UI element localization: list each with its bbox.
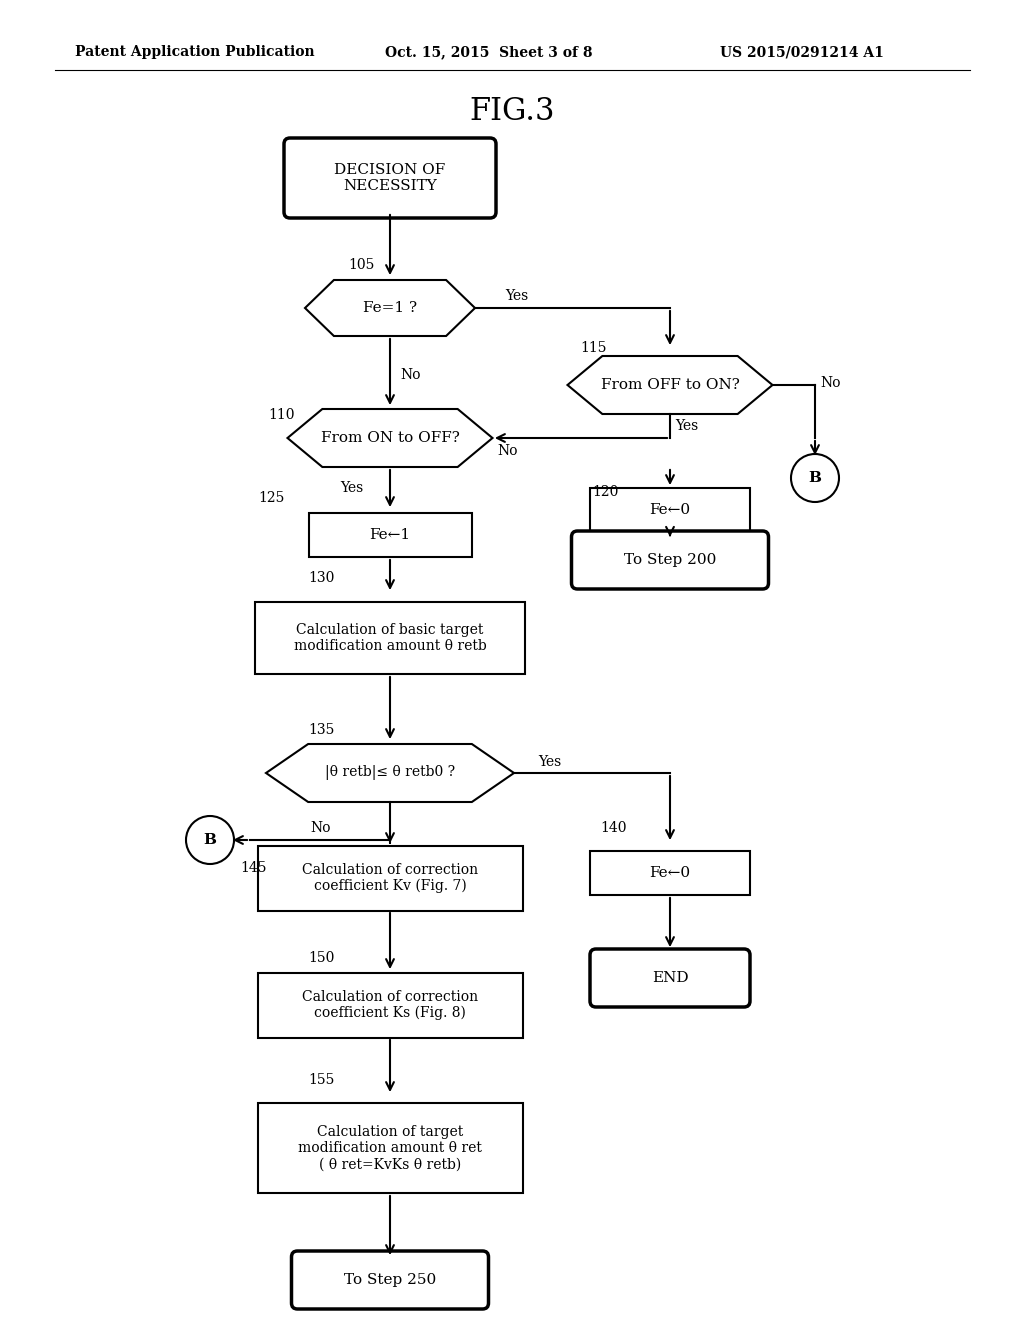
Text: Calculation of correction
coefficient Ks (Fig. 8): Calculation of correction coefficient Ks… bbox=[302, 990, 478, 1020]
Circle shape bbox=[186, 816, 234, 865]
Text: 155: 155 bbox=[308, 1073, 335, 1086]
Text: No: No bbox=[310, 821, 331, 836]
Text: B: B bbox=[204, 833, 216, 847]
Text: DECISION OF
NECESSITY: DECISION OF NECESSITY bbox=[335, 162, 445, 193]
Text: 105: 105 bbox=[348, 257, 375, 272]
FancyBboxPatch shape bbox=[571, 531, 768, 589]
Polygon shape bbox=[305, 280, 475, 337]
Text: B: B bbox=[809, 471, 821, 484]
Text: 125: 125 bbox=[258, 491, 285, 506]
Text: 140: 140 bbox=[600, 821, 627, 836]
FancyBboxPatch shape bbox=[590, 949, 750, 1007]
Text: Calculation of basic target
modification amount θ retb: Calculation of basic target modification… bbox=[294, 623, 486, 653]
Text: 145: 145 bbox=[240, 861, 266, 875]
Bar bbox=[255, 602, 525, 675]
Text: Yes: Yes bbox=[505, 289, 528, 304]
Text: Yes: Yes bbox=[538, 755, 561, 770]
Text: Fe←0: Fe←0 bbox=[649, 866, 690, 880]
Text: From ON to OFF?: From ON to OFF? bbox=[321, 432, 460, 445]
Polygon shape bbox=[266, 744, 514, 803]
Text: US 2015/0291214 A1: US 2015/0291214 A1 bbox=[720, 45, 884, 59]
Text: Fe←1: Fe←1 bbox=[370, 528, 411, 543]
Text: No: No bbox=[497, 444, 517, 458]
Text: From OFF to ON?: From OFF to ON? bbox=[600, 378, 739, 392]
Text: 120: 120 bbox=[592, 484, 618, 499]
Text: No: No bbox=[820, 376, 841, 389]
Bar bbox=[308, 513, 471, 557]
Text: 150: 150 bbox=[308, 950, 335, 965]
Text: Yes: Yes bbox=[675, 418, 698, 433]
Text: No: No bbox=[400, 368, 421, 381]
Text: |θ retb|≤ θ retb0 ?: |θ retb|≤ θ retb0 ? bbox=[325, 766, 455, 780]
Text: Calculation of target
modification amount θ ret
( θ ret=KvKs θ retb): Calculation of target modification amoun… bbox=[298, 1125, 482, 1171]
FancyBboxPatch shape bbox=[284, 139, 496, 218]
FancyBboxPatch shape bbox=[292, 1251, 488, 1309]
Text: Fe=1 ?: Fe=1 ? bbox=[362, 301, 417, 315]
Text: Yes: Yes bbox=[340, 480, 364, 495]
Bar bbox=[257, 973, 522, 1038]
Text: To Step 200: To Step 200 bbox=[624, 553, 716, 568]
Text: Fe←0: Fe←0 bbox=[649, 503, 690, 517]
Text: Oct. 15, 2015  Sheet 3 of 8: Oct. 15, 2015 Sheet 3 of 8 bbox=[385, 45, 593, 59]
Text: END: END bbox=[651, 972, 688, 985]
Bar bbox=[590, 851, 750, 895]
Bar bbox=[257, 846, 522, 911]
Bar bbox=[590, 488, 750, 532]
Polygon shape bbox=[567, 356, 772, 414]
Polygon shape bbox=[288, 409, 493, 467]
Text: 110: 110 bbox=[268, 408, 295, 422]
Text: 130: 130 bbox=[308, 572, 335, 585]
Text: Calculation of correction
coefficient Kv (Fig. 7): Calculation of correction coefficient Kv… bbox=[302, 863, 478, 894]
Text: 135: 135 bbox=[308, 723, 335, 737]
Text: Patent Application Publication: Patent Application Publication bbox=[75, 45, 314, 59]
Text: To Step 250: To Step 250 bbox=[344, 1272, 436, 1287]
Bar bbox=[257, 1104, 522, 1193]
Text: 115: 115 bbox=[580, 341, 606, 355]
Circle shape bbox=[791, 454, 839, 502]
Text: FIG.3: FIG.3 bbox=[469, 96, 555, 128]
